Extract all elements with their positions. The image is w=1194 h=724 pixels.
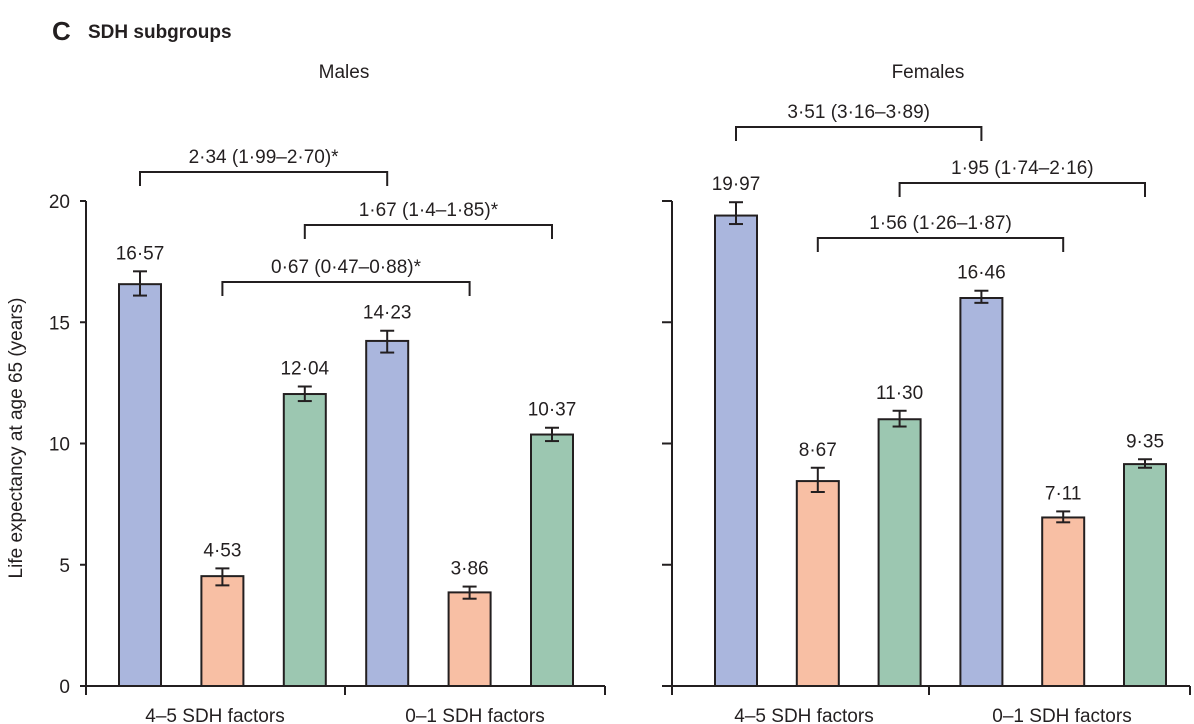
- comparison-bracket: [898, 182, 1146, 197]
- females-bar-orange: [1041, 516, 1086, 688]
- males-bar-green: [282, 393, 327, 687]
- males-panel: 0 5 10 15 20 4–5 SDH factors 0–1 SDH factors 16…: [49, 147, 606, 724]
- males-bar-blue: [118, 283, 162, 687]
- y-tick-label: 0: [59, 677, 70, 698]
- bar-value-label: 3·86: [451, 559, 489, 580]
- bar-value-label: 14·23: [363, 303, 412, 324]
- y-axis-label: Life expectancy at age 65 (years): [6, 298, 27, 579]
- bar-value-label: 4·53: [203, 540, 241, 561]
- x-group-label: 0–1 SDH factors: [992, 706, 1131, 724]
- comparison-label: 0·67 (0·47–0·88)*: [271, 257, 422, 278]
- y-tick-label: 5: [59, 556, 70, 577]
- comparison-label: 1·56 (1·26–1·87): [869, 213, 1012, 234]
- y-tick-label: 20: [49, 192, 70, 213]
- bar-value-label: 8·67: [799, 440, 837, 461]
- comparison-bracket: [221, 281, 471, 296]
- bar-value-label: 9·35: [1126, 431, 1164, 452]
- comparison-bracket: [816, 237, 1065, 252]
- panel-letter: C: [52, 16, 71, 46]
- bar-value-label: 10·37: [528, 400, 577, 421]
- bar-value-label: 11·30: [876, 383, 923, 404]
- x-group-label: 4–5 SDH factors: [145, 706, 284, 724]
- y-tick-label: 10: [49, 435, 70, 456]
- females-bar-green: [877, 418, 922, 687]
- males-bar-orange: [200, 575, 245, 688]
- comparison-label: 1·95 (1·74–2·16): [951, 158, 1094, 179]
- females-panel-title: Females: [892, 62, 965, 83]
- males-bar-orange: [447, 591, 492, 688]
- comparison-label: 1·67 (1·4–1·85)*: [359, 200, 499, 221]
- comparison-bracket: [139, 171, 389, 186]
- figure-title: SDH subgroups: [88, 22, 232, 43]
- y-tick-label: 15: [49, 313, 70, 334]
- comparison-label: 2·34 (1·99–2·70)*: [189, 147, 340, 168]
- bar-value-label: 7·11: [1045, 483, 1082, 504]
- bar-value-label: 16·57: [116, 243, 165, 264]
- bar-value-label: 12·04: [280, 359, 329, 380]
- comparison-bracket: [303, 224, 553, 239]
- males-bar-green: [530, 433, 574, 687]
- males-bar-blue: [365, 339, 410, 687]
- x-group-label: 0–1 SDH factors: [405, 706, 544, 724]
- comparison-label: 3·51 (3·16–3·89): [787, 102, 930, 123]
- x-group-label: 4–5 SDH factors: [734, 706, 873, 724]
- comparison-bracket: [735, 126, 983, 141]
- females-bar-orange: [795, 480, 840, 687]
- females-bar-blue: [959, 297, 1004, 687]
- bar-value-label: 16·46: [957, 263, 1006, 284]
- females-bar-blue: [714, 214, 758, 688]
- bar-value-label: 19·97: [712, 174, 761, 195]
- females-bar-green: [1123, 463, 1167, 687]
- males-panel-title: Males: [319, 62, 370, 83]
- females-panel: 4–5 SDH factors 0–1 SDH factors 19·97 8·67 1…: [662, 102, 1191, 724]
